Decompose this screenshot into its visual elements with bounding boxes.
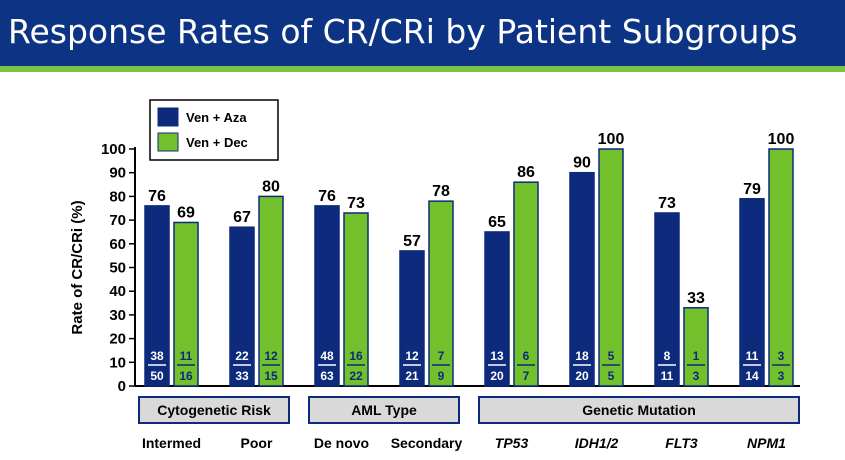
y-tick-label: 0 <box>118 378 126 395</box>
bar-value-label: 86 <box>517 164 535 181</box>
group-box <box>478 396 800 424</box>
bar-dec <box>258 195 284 387</box>
y-tick-label: 30 <box>109 307 126 324</box>
bar-dec <box>513 181 539 387</box>
category-label: Intermed <box>142 435 201 451</box>
patient-count: 33 <box>235 369 249 383</box>
y-tick-label: 40 <box>109 283 126 300</box>
bar-aza <box>399 250 425 387</box>
group-label: AML Type <box>351 402 417 418</box>
patient-count: 63 <box>320 369 334 383</box>
bar-aza <box>144 205 170 387</box>
category-label: Poor <box>241 435 273 451</box>
responder-count: 1 <box>693 349 700 363</box>
bar-aza <box>654 212 680 387</box>
y-tick-label: 50 <box>109 260 126 277</box>
responder-count: 12 <box>405 349 419 363</box>
bar-value-label: 90 <box>573 155 591 172</box>
bar-value-label: 73 <box>658 195 676 212</box>
bar-value-label: 65 <box>488 214 506 231</box>
responder-count: 11 <box>180 349 193 363</box>
bar-value-label: 67 <box>233 209 251 226</box>
category-label: De novo <box>314 435 369 451</box>
bar-aza <box>739 198 765 387</box>
y-tick-label: 70 <box>109 212 126 229</box>
patient-count: 20 <box>490 369 504 383</box>
bar-aza <box>314 205 340 387</box>
responder-count: 3 <box>778 349 785 363</box>
patient-count: 14 <box>745 369 759 383</box>
patient-count: 3 <box>693 369 700 383</box>
patient-count: 11 <box>661 369 674 383</box>
bar-value-label: 69 <box>177 204 195 221</box>
bar-dec <box>598 148 624 387</box>
bar-aza <box>484 231 510 387</box>
bar-value-label: 100 <box>768 131 795 148</box>
responder-count: 11 <box>746 349 759 363</box>
responder-count: 48 <box>320 349 334 363</box>
slide-title: Response Rates of CR/CRi by Patient Subg… <box>8 12 798 51</box>
bar-aza <box>569 171 595 387</box>
bar-dec <box>173 221 199 387</box>
bar-aza <box>229 226 255 387</box>
patient-count: 50 <box>150 369 164 383</box>
bar-value-label: 57 <box>403 233 421 250</box>
responder-count: 13 <box>490 349 504 363</box>
y-tick-label: 90 <box>109 165 126 182</box>
group-box <box>138 396 290 424</box>
legend-swatch <box>157 132 179 152</box>
responder-count: 12 <box>264 349 278 363</box>
group-box <box>308 396 460 424</box>
bar-dec <box>343 212 369 387</box>
y-tick-label: 80 <box>109 188 126 205</box>
responder-count: 18 <box>575 349 589 363</box>
category-label: TP53 <box>495 435 529 451</box>
y-tick-label: 60 <box>109 236 126 253</box>
y-tick-label: 100 <box>101 141 126 158</box>
patient-count: 16 <box>179 369 193 383</box>
legend-label: Ven + Aza <box>186 110 247 125</box>
bar-value-label: 33 <box>687 290 705 307</box>
bar-value-label: 78 <box>432 183 450 200</box>
bar-dec <box>683 307 709 387</box>
patient-count: 7 <box>523 369 530 383</box>
title-accent-rule <box>0 66 845 72</box>
patient-count: 15 <box>264 369 278 383</box>
responder-count: 5 <box>608 349 615 363</box>
patient-count: 5 <box>608 369 615 383</box>
y-tick-label: 20 <box>109 331 126 348</box>
category-label: FLT3 <box>665 435 698 451</box>
responder-count: 22 <box>235 349 249 363</box>
bar-value-label: 100 <box>598 131 625 148</box>
responder-count: 6 <box>523 349 530 363</box>
category-label: NPM1 <box>747 435 786 451</box>
y-axis-title: Rate of CR/CRi (%) <box>69 200 86 334</box>
responder-count: 16 <box>349 349 363 363</box>
responder-count: 8 <box>664 349 671 363</box>
legend-label: Ven + Dec <box>186 135 248 150</box>
patient-count: 22 <box>349 369 363 383</box>
category-label: Secondary <box>391 435 463 451</box>
category-label: IDH1/2 <box>575 435 619 451</box>
patient-count: 9 <box>438 369 445 383</box>
bar-dec <box>428 200 454 387</box>
bar-value-label: 79 <box>743 181 761 198</box>
patient-count: 21 <box>405 369 419 383</box>
title-bar: Response Rates of CR/CRi by Patient Subg… <box>0 0 845 66</box>
bar-value-label: 76 <box>148 188 166 205</box>
legend-swatch <box>157 107 179 127</box>
bar-value-label: 76 <box>318 188 336 205</box>
group-label: Genetic Mutation <box>582 402 696 418</box>
patient-count: 20 <box>575 369 589 383</box>
bar-value-label: 80 <box>262 178 280 195</box>
bar-dec <box>768 148 794 387</box>
y-tick-label: 10 <box>109 354 126 371</box>
group-label: Cytogenetic Risk <box>157 402 271 418</box>
bar-value-label: 73 <box>347 195 365 212</box>
patient-count: 3 <box>778 369 785 383</box>
responder-count: 38 <box>150 349 164 363</box>
responder-count: 7 <box>438 349 445 363</box>
